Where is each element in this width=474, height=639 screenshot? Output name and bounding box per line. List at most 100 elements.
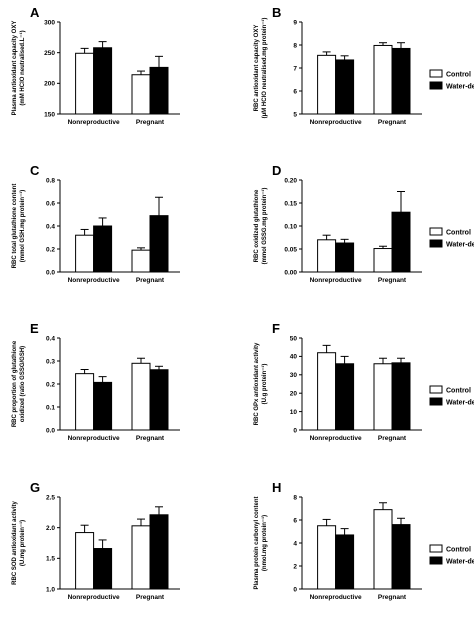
- category-label: Nonreproductive: [310, 277, 362, 284]
- legend-swatch-control: [429, 227, 443, 236]
- legend-label-control: Control: [446, 388, 471, 395]
- panel-c: C RBC total glutathione content (mmol GSH.…: [12, 163, 180, 284]
- panel-g: G RBC SOD antioxidant activity (U.mg prote…: [12, 480, 180, 601]
- bar-water-deprived: [391, 211, 411, 273]
- y-axis-label-line: (μM HClO neutralised.mg protein⁻¹): [261, 18, 268, 119]
- bar-water-deprived: [335, 59, 355, 115]
- category-label: Nonreproductive: [68, 119, 120, 126]
- y-tick-label: 0: [293, 586, 297, 593]
- bar-water-deprived: [391, 524, 411, 590]
- y-tick-label: 20: [290, 391, 298, 398]
- bar-control: [373, 44, 393, 115]
- y-axis-label: RBC proportion of glutathione oxidized (r…: [12, 340, 26, 427]
- y-axis-label-line: (mmol GSH.mg protein⁻¹): [19, 190, 26, 263]
- bar-water-deprived: [335, 534, 355, 590]
- panel-f: F RBC GPx antioxidant activity (U.g protei…: [254, 321, 474, 442]
- y-tick-label: 1.0: [46, 586, 55, 593]
- y-axis-label-line: Plasma protein carbonyl content: [254, 496, 260, 589]
- y-tick-label: 300: [44, 19, 55, 26]
- panel-d: D RBC oxidized glutathione (mmol GSSG.mg p…: [254, 163, 474, 284]
- y-tick-label: 0.6: [46, 200, 55, 207]
- panel-letter: A: [30, 5, 40, 20]
- y-tick-label: 0.0: [46, 269, 55, 276]
- category-label: Pregnant: [136, 119, 165, 126]
- bar-water-deprived: [149, 514, 169, 590]
- y-axis-label-line: RBC SOD antioxidant activity: [12, 501, 18, 585]
- bar-water-deprived: [93, 381, 113, 431]
- y-axis-label: RBC oxidized glutathione (mmol GSSG.mg pr…: [254, 188, 268, 265]
- y-tick-label: 4: [293, 540, 297, 547]
- panel-letter: G: [30, 480, 40, 495]
- legend-label-water-deprived: Water-deprived: [446, 559, 474, 566]
- y-axis-label-line: Plasma antioxidant capacity OXY: [12, 21, 18, 116]
- category-label: Pregnant: [378, 277, 407, 284]
- legend-label-control: Control: [446, 72, 471, 79]
- bar-control: [373, 363, 393, 431]
- bar-control: [131, 525, 151, 590]
- bar-control: [131, 362, 151, 431]
- y-axis-label: Plasma antioxidant capacity OXY (mM HClO …: [12, 21, 26, 116]
- bar-water-deprived: [149, 369, 169, 431]
- y-tick-label: 0.3: [46, 358, 55, 365]
- y-tick-label: 0.2: [46, 381, 55, 388]
- y-tick-label: 0.00: [284, 269, 297, 276]
- y-tick-label: 50: [290, 335, 298, 342]
- panel-b: B RBC antioxidant capacity OXY (μM HClO ne…: [254, 5, 474, 126]
- panel-e: E RBC proportion of glutathione oxidized (…: [12, 321, 180, 442]
- category-label: Nonreproductive: [68, 594, 120, 601]
- y-tick-label: 7: [293, 65, 297, 72]
- y-tick-label: 150: [44, 111, 55, 118]
- legend-label-water-deprived: Water-deprived: [446, 242, 474, 249]
- y-tick-label: 8: [293, 42, 297, 49]
- y-tick-label: 0.15: [284, 200, 297, 207]
- panel-letter: C: [30, 163, 40, 178]
- panel-letter: B: [272, 5, 281, 20]
- legend-label-water-deprived: Water-deprived: [446, 400, 474, 407]
- legend-swatch-control: [429, 385, 443, 394]
- bar-control: [317, 239, 337, 273]
- bar-control: [131, 74, 151, 115]
- bar-water-deprived: [391, 362, 411, 431]
- legend-swatch-control: [429, 69, 443, 78]
- y-tick-label: 0.10: [284, 223, 297, 230]
- y-tick-label: 0.2: [46, 246, 55, 253]
- bar-control: [317, 54, 337, 115]
- y-axis-label: RBC GPx antioxidant activity (U.g protein…: [254, 342, 268, 425]
- category-label: Pregnant: [136, 277, 165, 284]
- bar-control: [317, 352, 337, 431]
- legend-swatch-water-deprived: [429, 239, 443, 248]
- y-axis-label: RBC total glutathione content (mmol GSH.m…: [12, 184, 26, 269]
- bar-control: [373, 509, 393, 590]
- y-tick-label: 250: [44, 50, 55, 57]
- legend-swatch-water-deprived: [429, 556, 443, 565]
- y-axis-label-line: (mmol GSSG.mg protein⁻¹): [261, 188, 268, 265]
- y-tick-label: 2: [293, 563, 297, 570]
- y-axis-label-line: (nmol.mg protein⁻¹): [261, 515, 268, 571]
- y-axis-label-line: (U.mg protein⁻¹): [19, 520, 26, 566]
- y-tick-label: 2.0: [46, 525, 55, 532]
- bar-water-deprived: [93, 225, 113, 273]
- bar-water-deprived: [149, 215, 169, 273]
- bar-water-deprived: [391, 47, 411, 115]
- legend-label-control: Control: [446, 230, 471, 237]
- panel-letter: E: [30, 321, 39, 336]
- y-tick-label: 9: [293, 19, 297, 26]
- y-axis-label-line: RBC total glutathione content: [12, 184, 18, 269]
- y-tick-label: 0.20: [284, 177, 297, 184]
- bar-control: [373, 248, 393, 273]
- legend-swatch-water-deprived: [429, 397, 443, 406]
- bar-control: [317, 525, 337, 590]
- y-tick-label: 6: [293, 517, 297, 524]
- y-axis-label-line: RBC oxidized glutathione: [254, 189, 260, 262]
- panel-letter: F: [272, 321, 280, 336]
- category-label: Pregnant: [136, 435, 165, 442]
- bar-control: [75, 532, 95, 590]
- y-tick-label: 8: [293, 494, 297, 501]
- bar-water-deprived: [93, 47, 113, 115]
- bar-water-deprived: [335, 363, 355, 431]
- category-label: Pregnant: [378, 119, 407, 126]
- legend-swatch-control: [429, 544, 443, 553]
- y-tick-label: 1.5: [46, 556, 55, 563]
- y-axis-label-line: oxidized (ratio GSSG/GSH): [20, 346, 26, 422]
